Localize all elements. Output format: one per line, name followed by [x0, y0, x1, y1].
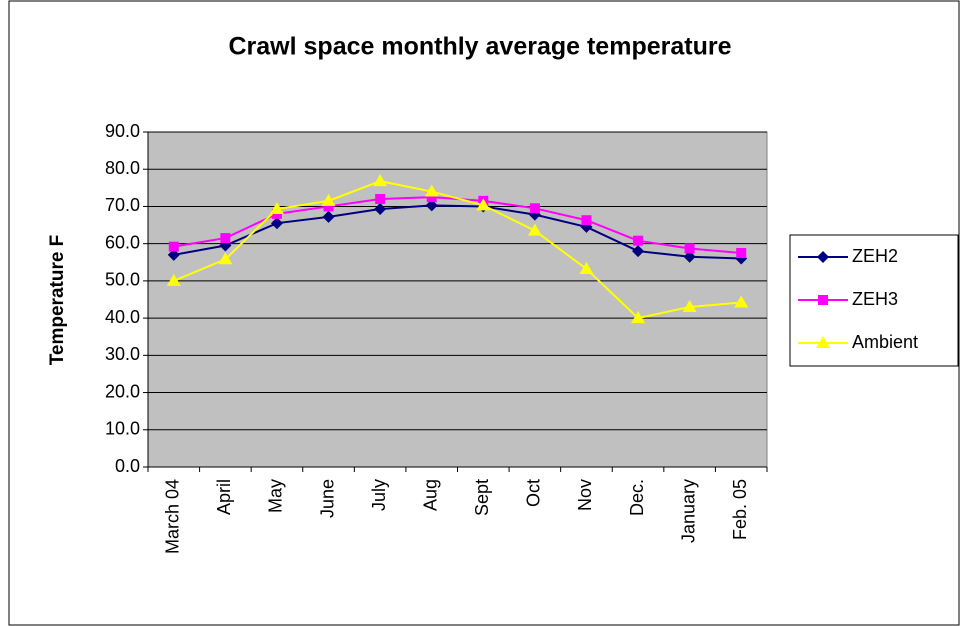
legend-label: ZEH2	[852, 246, 898, 266]
x-tick-label: Dec.	[627, 479, 647, 516]
data-point	[734, 295, 749, 308]
data-point	[579, 261, 594, 274]
data-point	[322, 210, 335, 223]
data-point	[323, 201, 334, 212]
data-point	[424, 184, 439, 197]
data-point	[426, 192, 437, 203]
x-tick-label: January	[678, 479, 698, 543]
data-point	[375, 194, 386, 204]
data-point	[166, 273, 181, 286]
x-tick-label: Aug	[420, 479, 440, 511]
chart-title: Crawl space monthly average temperature	[229, 33, 732, 61]
data-point	[321, 193, 336, 206]
data-point	[682, 299, 697, 312]
data-point	[529, 203, 540, 214]
data-point	[631, 311, 646, 324]
data-point	[527, 223, 542, 236]
x-tick-label: Feb. 05	[730, 479, 750, 540]
x-tick-label: June	[317, 479, 337, 518]
data-point	[373, 174, 388, 187]
y-tick-label: 90.0	[105, 121, 140, 141]
x-tick-label: July	[369, 479, 389, 511]
data-point	[633, 235, 644, 246]
y-tick-label: 70.0	[105, 195, 140, 215]
series-line	[173, 180, 742, 320]
x-tick-label: Sept	[472, 479, 492, 516]
legend-marker	[816, 336, 830, 348]
data-point	[167, 248, 180, 261]
plot-area	[147, 131, 768, 468]
legend-marker	[818, 295, 828, 305]
data-point	[269, 202, 284, 215]
legend-label: ZEH3	[852, 289, 898, 309]
y-tick-label: 10.0	[105, 419, 140, 439]
data-point	[736, 247, 747, 258]
y-tick-label: 60.0	[105, 232, 140, 252]
x-tick-label: March 04	[163, 479, 183, 554]
data-point	[632, 245, 645, 258]
y-tick-label: 20.0	[105, 381, 140, 401]
data-point	[168, 241, 179, 252]
y-tick-label: 80.0	[105, 158, 140, 178]
x-tick-label: April	[214, 479, 234, 515]
data-point	[220, 233, 231, 244]
y-axis-title: Temperature F	[47, 235, 68, 366]
data-point	[374, 203, 387, 216]
x-tick-label: Nov	[575, 479, 595, 511]
y-tick-label: 40.0	[105, 307, 140, 327]
data-point	[684, 243, 695, 254]
legend-label: Ambient	[852, 332, 918, 352]
data-point	[581, 215, 592, 226]
data-point	[270, 217, 283, 230]
data-point	[425, 199, 438, 212]
data-point	[476, 198, 491, 211]
x-tick-label: Oct	[524, 479, 544, 507]
data-point	[218, 252, 233, 265]
y-tick-label: 30.0	[105, 344, 140, 364]
data-point	[683, 250, 696, 263]
y-tick-label: 50.0	[105, 270, 140, 290]
legend-marker	[817, 251, 829, 263]
series-line	[173, 204, 742, 260]
y-tick-label: 0.0	[115, 456, 140, 476]
x-tick-label: May	[266, 479, 286, 513]
